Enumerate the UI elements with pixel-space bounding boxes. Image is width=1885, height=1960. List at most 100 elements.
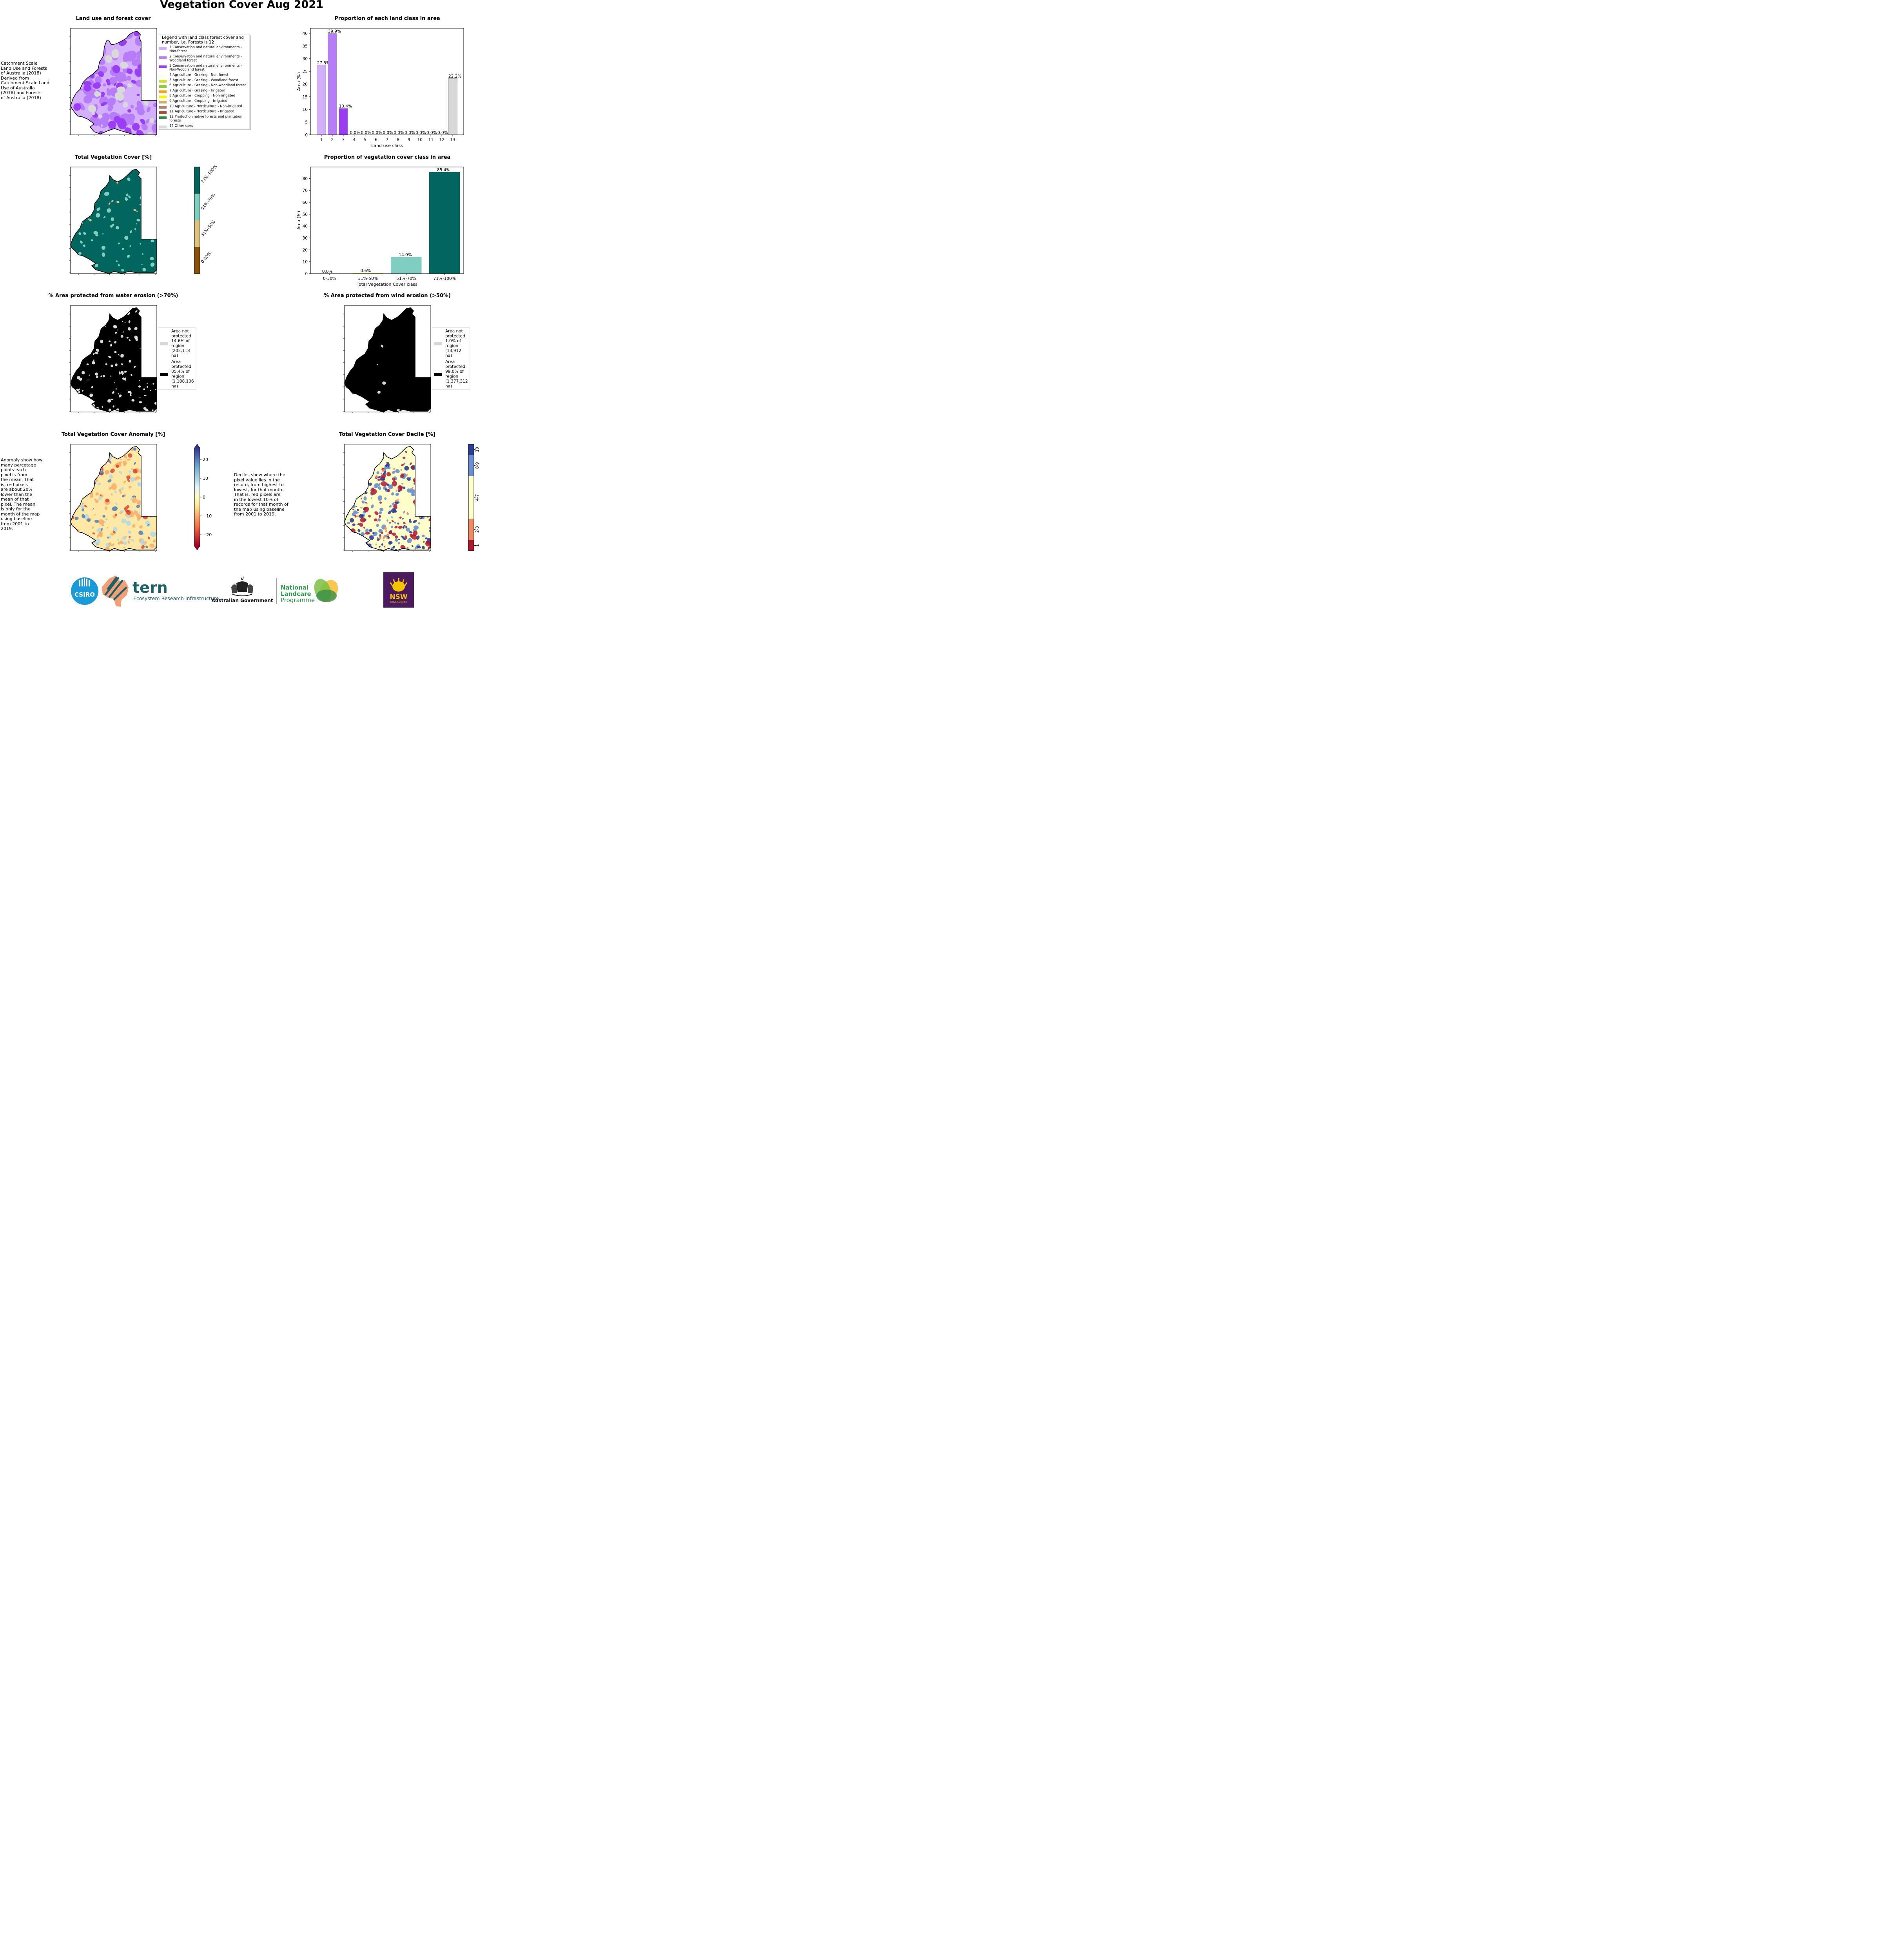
x-tick-label: 13 xyxy=(450,138,455,142)
y-tick-label: 70 xyxy=(303,189,308,193)
region-outline xyxy=(344,307,431,412)
water-erosion-map xyxy=(69,305,157,413)
x-tick-label: 9 xyxy=(408,138,410,142)
y-tick-label: 30 xyxy=(303,236,308,241)
landuse-legend-item: 7 Agriculture - Grazing - Irrigated xyxy=(169,89,225,93)
landuse-legend-title: Legend with land class forest cover and xyxy=(162,35,244,40)
landuse-map-panel: Legend with land class forest cover andn… xyxy=(69,28,251,136)
erosion-legend-item: 85.4% of xyxy=(171,369,190,374)
x-tick-label: 8 xyxy=(397,138,399,142)
landuse-legend-item: 6 Agriculture - Grazing - Non-woodland f… xyxy=(169,83,246,87)
tvc-colorbar: 71%-100% 51%-70% 31%-50% 0-30% xyxy=(194,165,218,274)
erosion-legend-item: ha) xyxy=(445,354,452,358)
y-tick-label: 40 xyxy=(303,31,308,36)
erosion-legend-item: ha) xyxy=(171,354,178,358)
colorbar-gradient xyxy=(194,448,200,546)
tvc-map-panel: 71%-100% 51%-70% 31%-50% 0-30% xyxy=(69,165,218,275)
bar-value-label: 0.0% xyxy=(394,131,404,135)
y-tick-label: 50 xyxy=(303,212,308,217)
bar-value-label: 85.4% xyxy=(437,168,450,172)
colorbar-label: 31%-50% xyxy=(200,220,217,238)
x-tick-label: 5 xyxy=(364,138,366,142)
tern-australia-logo xyxy=(102,575,129,607)
y-tick-label: 5 xyxy=(305,120,308,125)
landuse-legend-item: 3 Conservation and natural environments … xyxy=(169,64,242,68)
colorbar-label: 0-30% xyxy=(200,251,212,264)
colorbar-segment xyxy=(468,540,474,551)
legend-swatch xyxy=(159,56,167,59)
landuse-legend-item: 1 Conservation and natural environments … xyxy=(169,45,242,49)
plot-frame xyxy=(310,28,464,135)
colorbar-label: 10 xyxy=(475,447,480,452)
bar xyxy=(339,108,348,135)
landuse-legend-item: forests xyxy=(169,119,181,123)
y-tick-label: 80 xyxy=(303,176,308,181)
landuse-legend-item: 9 Agriculture - Cropping - Irrigated xyxy=(169,99,227,103)
australian-government-crest xyxy=(231,576,253,596)
region-outline xyxy=(70,446,157,551)
bar xyxy=(429,172,460,274)
colorbar-label: 4-7 xyxy=(475,494,480,501)
x-axis-label: Total Vegetation Cover class xyxy=(356,282,417,287)
legend-swatch xyxy=(159,125,167,129)
erosion-legend-item: protected xyxy=(171,365,191,369)
region-outline xyxy=(70,31,157,135)
landuse-legend: Legend with land class forest cover andn… xyxy=(158,34,251,130)
y-tick-label: 10 xyxy=(303,107,308,112)
colorbar-segment xyxy=(194,220,200,247)
tvc-bar-chart: 0.0% 0-30% 0.6% 31%-50% 14.0% 51%-70% 85.4% 71%… xyxy=(296,167,464,287)
landuse-legend-item: 13 Other uses xyxy=(169,124,193,128)
bar-value-label: 14.0% xyxy=(399,253,412,258)
y-tick-label: 0 xyxy=(305,133,308,138)
colorbar-label: 8-9 xyxy=(475,462,480,469)
csiro-logo: CSIRO xyxy=(71,577,98,605)
legend-swatch xyxy=(159,101,167,103)
y-tick-label: 25 xyxy=(303,69,308,74)
x-tick-label: 71%-100% xyxy=(434,276,456,281)
legend-swatch xyxy=(159,65,167,68)
y-tick-label: 10 xyxy=(303,260,308,265)
erosion-legend-item: 1.0% of xyxy=(445,339,461,343)
bar xyxy=(391,257,422,274)
legend-swatch xyxy=(159,74,167,78)
anomaly-colorbar: 20 10 0 −10 −20 xyxy=(194,444,212,550)
landuse-note: Catchment Scale Land Use and Forests of … xyxy=(1,61,49,100)
landuse-legend-item: Woodland forest xyxy=(169,59,197,63)
region-outline xyxy=(70,169,157,274)
bar-value-label: 0.0% xyxy=(372,131,382,135)
erosion-legend-item: protected xyxy=(171,334,191,339)
colorbar-label: 71%-100% xyxy=(200,165,218,184)
legend-swatch xyxy=(160,342,168,345)
landuse-legend-item: Non-forest xyxy=(169,49,187,53)
erosion-legend-item: region xyxy=(445,344,458,348)
colorbar-tick-label: 0 xyxy=(203,495,205,500)
x-tick-label: 31%-50% xyxy=(358,276,377,281)
bar xyxy=(328,33,337,135)
wind-map-title: % Area protected from wind erosion (>50%… xyxy=(324,293,451,299)
nsw-text: NSW xyxy=(390,593,407,601)
colorbar-label: 2-3 xyxy=(475,526,480,533)
australian-government-text: Australian Government xyxy=(211,598,273,603)
y-axis-label: Area (%) xyxy=(296,211,301,230)
bar-value-label: 27.5% xyxy=(317,61,330,65)
colorbar-segment xyxy=(194,247,200,274)
x-tick-label: 51%-70% xyxy=(396,276,416,281)
wind-erosion-map xyxy=(343,305,431,413)
y-tick-label: 20 xyxy=(303,248,308,252)
bar-value-label: 0.0% xyxy=(383,131,393,135)
erosion-legend-item: 14.6% of xyxy=(171,339,190,343)
landclass-chart-title: Proportion of each land class in area xyxy=(334,16,440,22)
colorbar-tick-label: −10 xyxy=(203,514,212,519)
legend-swatch xyxy=(159,111,167,114)
x-tick-label: 10 xyxy=(417,138,423,142)
colorbar-segment xyxy=(468,455,474,476)
page-title: Vegetation Cover Aug 2021 xyxy=(160,0,323,11)
legend-swatch xyxy=(159,116,167,119)
erosion-legend-item: (203,118 xyxy=(171,348,190,353)
legend-swatch xyxy=(159,85,167,88)
legend-swatch xyxy=(159,106,167,109)
x-axis-label: Land use class xyxy=(371,143,403,148)
anomaly-map xyxy=(69,444,157,552)
erosion-legend-item: Area not xyxy=(445,329,463,334)
